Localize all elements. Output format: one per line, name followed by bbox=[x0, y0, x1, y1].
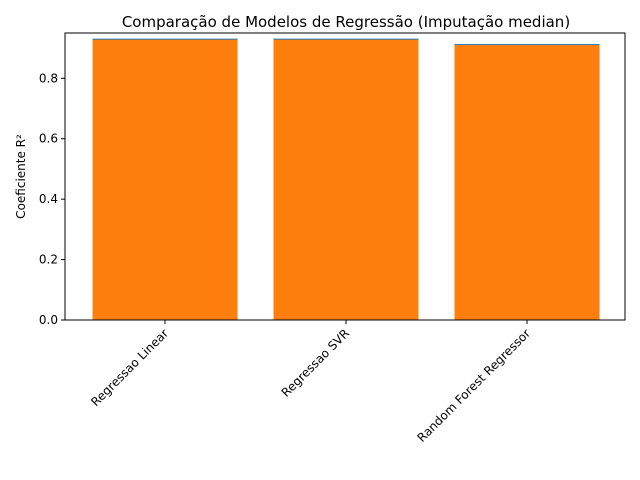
plot-frame bbox=[64, 32, 626, 321]
y-tick-label: 0.6 bbox=[39, 132, 58, 146]
x-tick-label: Random Forest Regressor bbox=[414, 326, 533, 445]
x-axis: Regressao Linear Regressao SVR Random Fore… bbox=[88, 320, 533, 445]
y-axis: 0.0 0.2 0.4 0.6 0.8 bbox=[39, 71, 65, 327]
chart-title: Comparação de Modelos de Regressão (Impu… bbox=[122, 13, 570, 31]
bar bbox=[92, 39, 238, 321]
bar bbox=[273, 39, 419, 321]
bars bbox=[92, 38, 600, 321]
y-tick-label: 0.0 bbox=[39, 313, 58, 327]
y-axis-label: Coeficiente R² bbox=[14, 134, 28, 219]
bar bbox=[454, 45, 600, 321]
y-tick-label: 0.2 bbox=[39, 253, 58, 267]
y-tick-label: 0.4 bbox=[39, 192, 58, 206]
x-tick-label: Regressao SVR bbox=[279, 326, 353, 400]
x-tick-label: Regressao Linear bbox=[88, 326, 171, 409]
y-tick-label: 0.8 bbox=[39, 71, 58, 85]
